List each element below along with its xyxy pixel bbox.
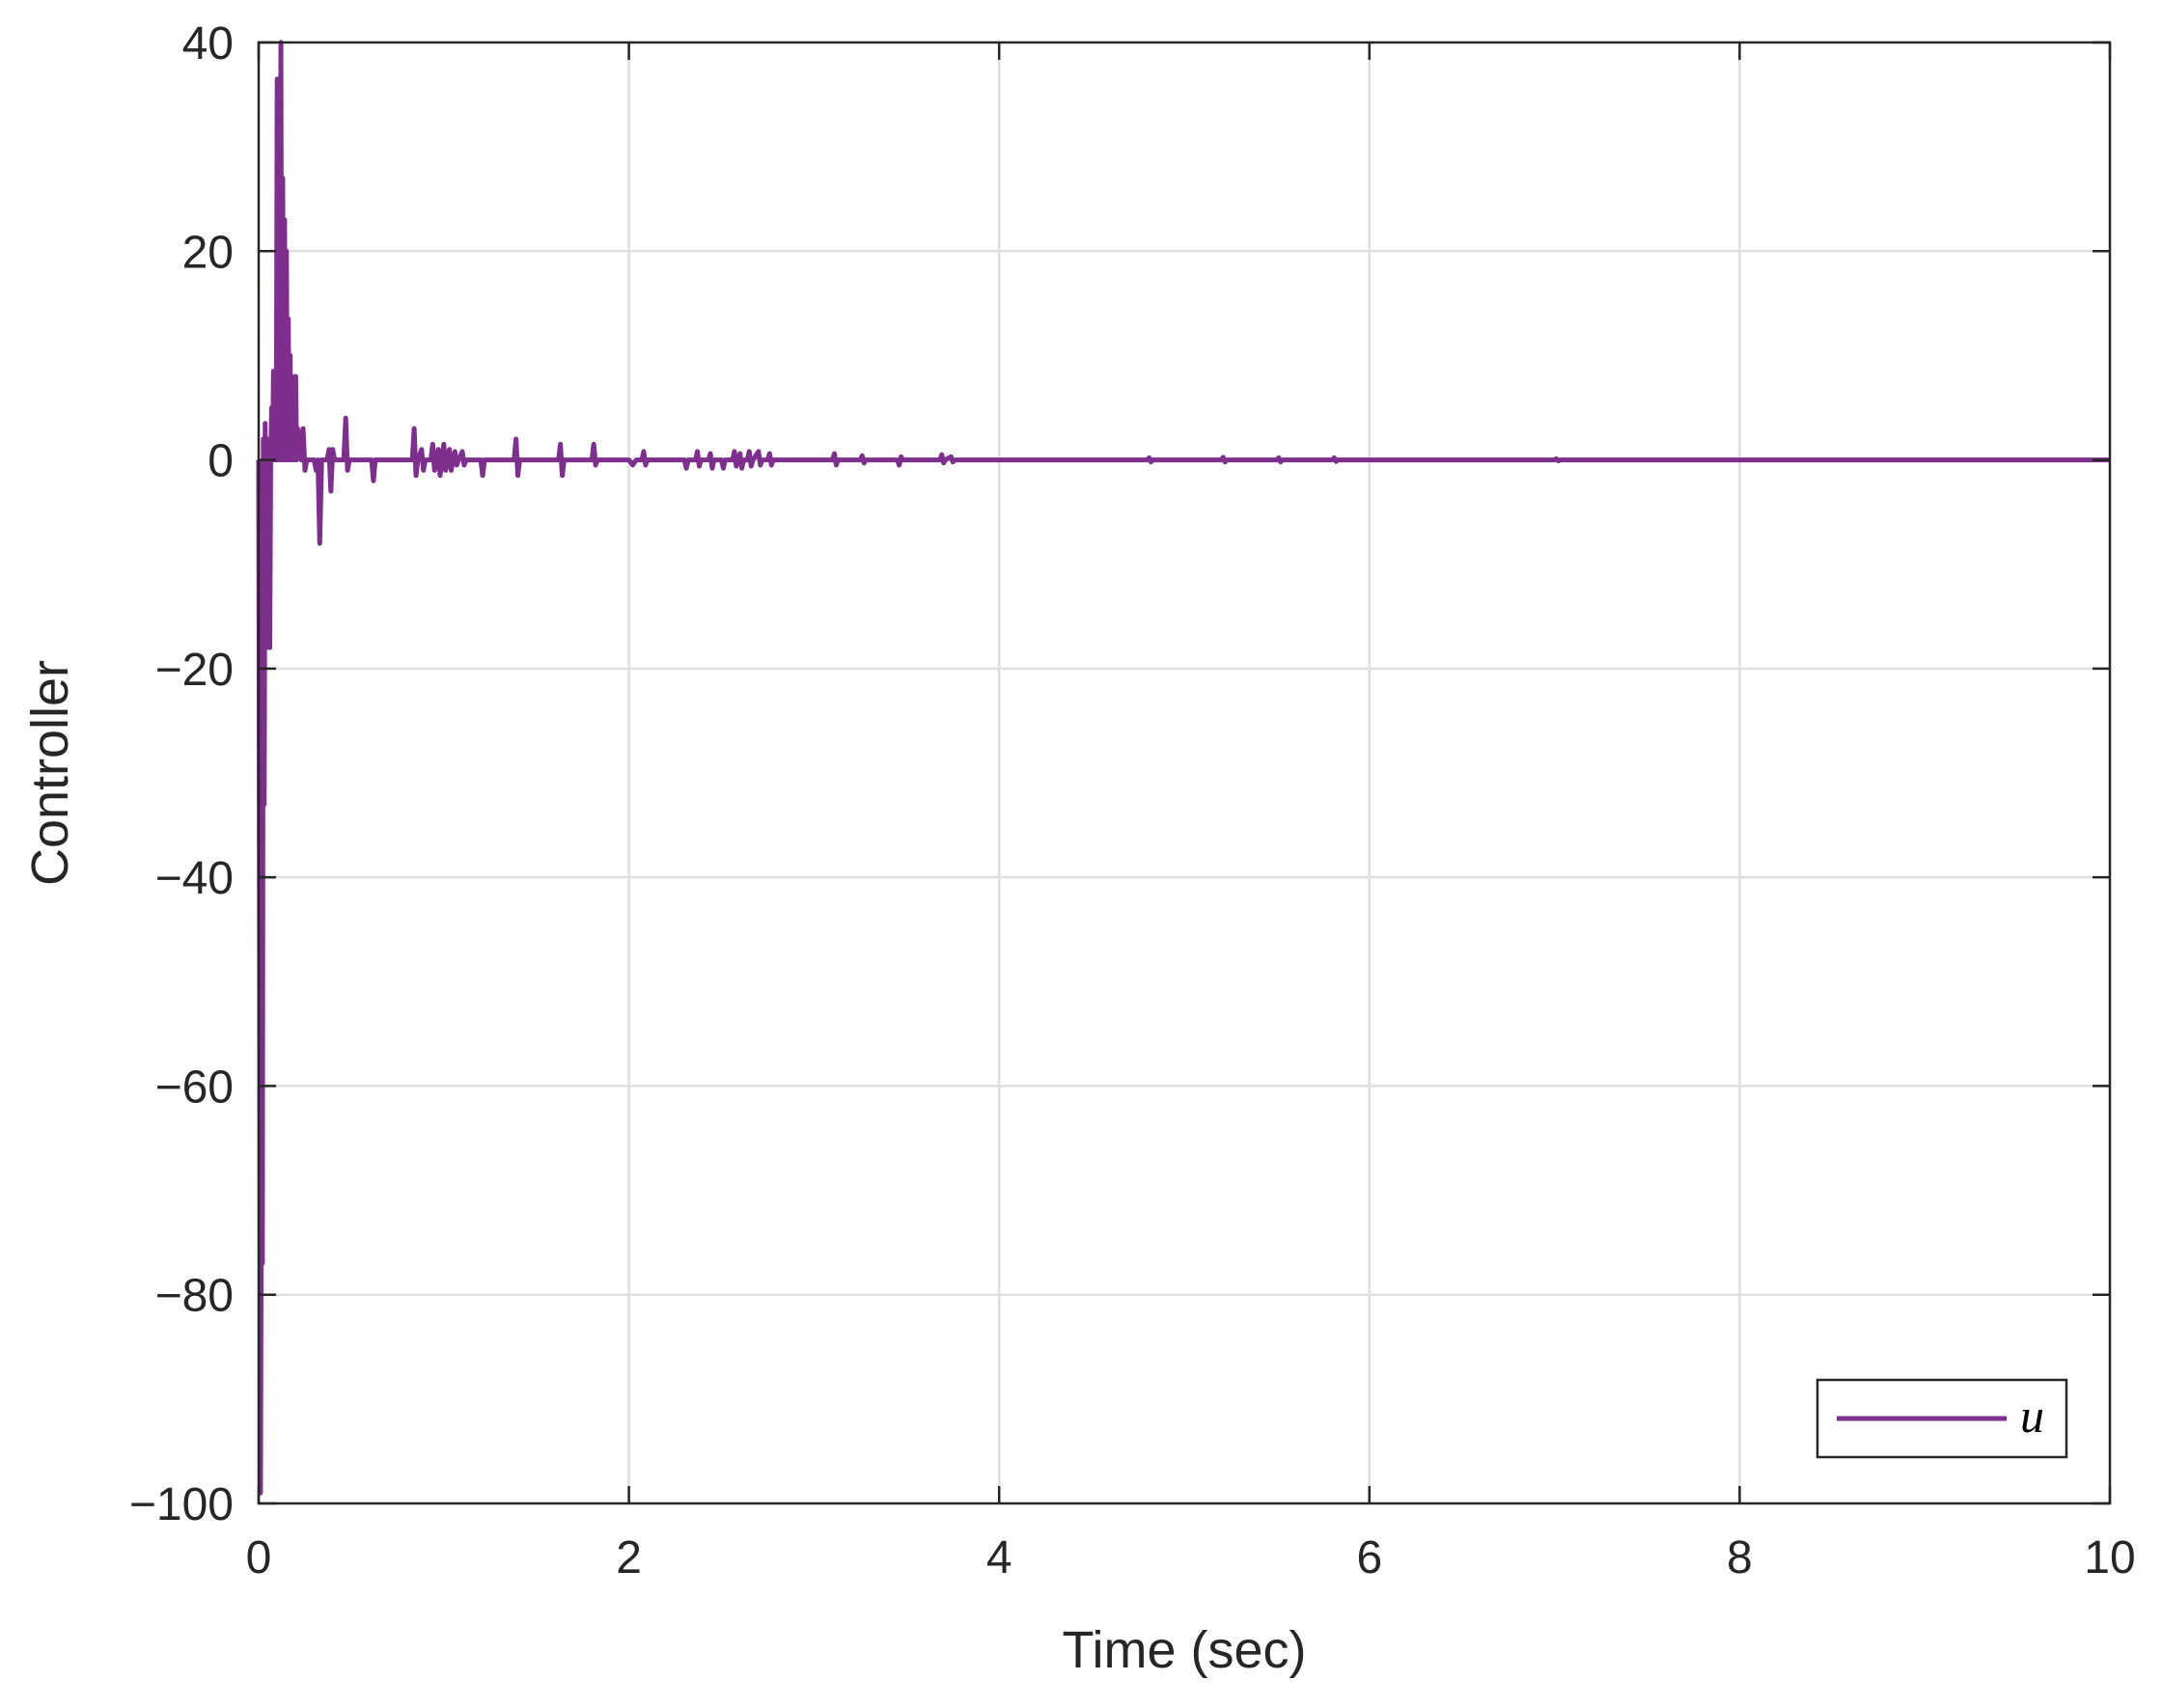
x-tick-label-3: 6 (1356, 1532, 1382, 1584)
y-tick-label-3: −40 (155, 853, 234, 904)
y-axis-title: Controller (21, 660, 79, 886)
x-tick-label-2: 4 (986, 1532, 1012, 1584)
series-line-u (256, 40, 2110, 1496)
x-tick-label-1: 2 (616, 1532, 642, 1584)
y-tick-label-7: 40 (182, 18, 234, 69)
y-tick-label-0: −100 (129, 1479, 234, 1530)
y-tick-label-2: −60 (155, 1061, 234, 1113)
y-tick-label-1: −80 (155, 1271, 234, 1322)
y-tick-label-6: 20 (182, 227, 234, 278)
y-tick-label-4: −20 (155, 645, 234, 696)
x-axis-title: Time (sec) (1063, 1621, 1307, 1679)
y-tick-label-5: 0 (208, 436, 234, 487)
axis-ticks (257, 41, 2112, 1505)
series-layer (256, 40, 2110, 1496)
x-tick-label-5: 10 (2084, 1532, 2135, 1584)
plot-frame (257, 41, 2112, 1505)
legend: u (1816, 1378, 2068, 1459)
plot-border (257, 41, 2112, 1505)
x-tick-label-0: 0 (246, 1532, 272, 1584)
x-tick-label-4: 8 (1727, 1532, 1753, 1584)
legend-entry-u: u (2020, 1389, 2044, 1443)
tick-labels: 0 2 4 6 8 10 −100 −80 −60 −40 −20 0 20 40 (129, 18, 2136, 1584)
